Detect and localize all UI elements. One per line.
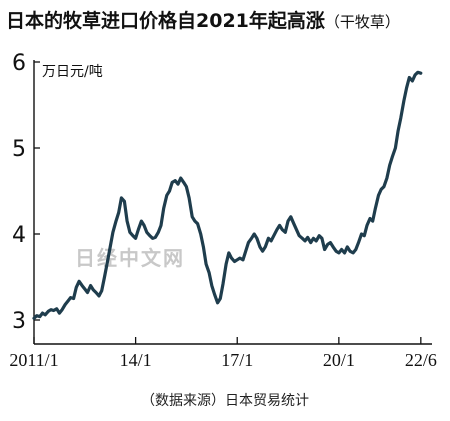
y-tick-label: 4 xyxy=(12,223,26,248)
price-series-line xyxy=(32,70,423,320)
x-tick-label: 22/6 xyxy=(405,350,437,370)
y-axis-unit-label: 万日元/吨 xyxy=(42,64,103,80)
chart-subtitle: （干牧草） xyxy=(324,13,400,31)
chart-title: 日本的牧草进口价格自2021年起高涨 xyxy=(6,10,325,32)
x-tick-label: 20/1 xyxy=(323,350,355,370)
watermark-text: 日经中文网 xyxy=(75,246,185,270)
chart-axes xyxy=(33,60,432,345)
source-note: （数据来源）日本贸易统计 xyxy=(141,393,309,409)
x-tick-label: 17/1 xyxy=(221,350,253,370)
chart-ticks: 3 4 5 6 2011/1 14/1 17/1 20/1 22/6 xyxy=(9,51,437,370)
y-tick-label: 3 xyxy=(12,309,26,334)
x-tick-label: 14/1 xyxy=(120,350,152,370)
x-tick-label: 2011/1 xyxy=(9,350,58,370)
y-tick-label: 5 xyxy=(12,137,26,162)
y-tick-label: 6 xyxy=(12,51,26,76)
chart-title-row: 日本的牧草进口价格自2021年起高涨（干牧草） xyxy=(6,6,446,34)
